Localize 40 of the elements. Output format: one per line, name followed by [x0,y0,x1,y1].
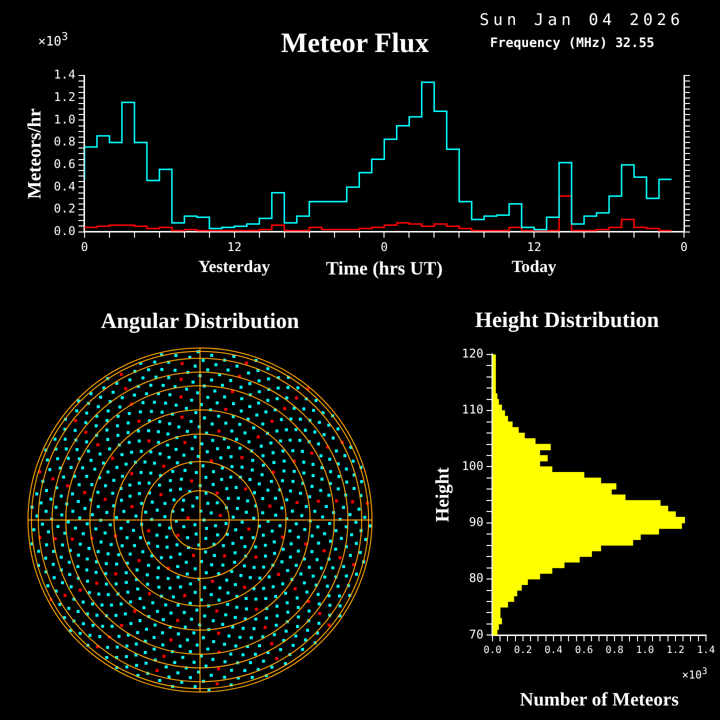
x-tick-label: 0 [680,240,688,254]
text: Frequency (MHz) 32.55 [490,36,654,51]
y-axis-title: Height [432,466,454,522]
y-tick-label: 0.8 [54,134,76,149]
y-tick-label: 110 [462,402,484,417]
y-tick-label: 120 [462,346,484,361]
x-tick-label: 0.2 [514,644,532,656]
y-tick-label: 0.2 [54,202,76,216]
y-tick-label: 0.0 [54,224,76,238]
y-tick-label: 80 [469,571,484,586]
y-tick-label: 1.4 [54,68,76,82]
x-tick-label: 0 [80,240,88,254]
text: Angular Distribution [100,308,300,334]
chart-subtitle: Sun Jan 04 2026 [480,10,684,29]
x-tick-label: 1.4 [696,644,716,656]
x-tick-label: 1.0 [636,644,654,656]
y-tick-label: 90 [469,515,484,530]
x-tick-label: 0.4 [544,644,563,656]
y-tick-label: 1.0 [54,112,76,126]
x-axis-title: Number of Meteors [520,690,679,711]
x-axis-title: Time (hrs UT) [326,258,443,280]
y-tick-label: 0.4 [54,179,76,194]
x-tick-label: 12 [227,240,242,254]
x-tick-label: 12 [526,240,542,254]
y-axis-title: Meteors/hr [24,108,46,200]
chart-title: Meteor Flux [281,28,429,60]
text: Today [512,257,556,277]
text: ×10$^{3}$ [682,666,708,682]
chart-title: Height Distribution [475,306,659,332]
y-tick-label: 0.6 [54,156,76,171]
y-tick-label: 70 [469,627,484,642]
y-tick-label: 1.2 [54,90,76,104]
x-tick-label: 1.2 [666,644,685,656]
x-tick-label: 0.0 [483,644,502,656]
text: ×10$^{3}$ [38,30,68,50]
x-tick-label: 0.8 [605,644,624,656]
y-tick-label: 100 [462,458,484,473]
x-tick-label: 0.6 [574,644,594,656]
text: Yesterday [198,257,270,277]
x-tick-label: 0 [380,240,388,254]
